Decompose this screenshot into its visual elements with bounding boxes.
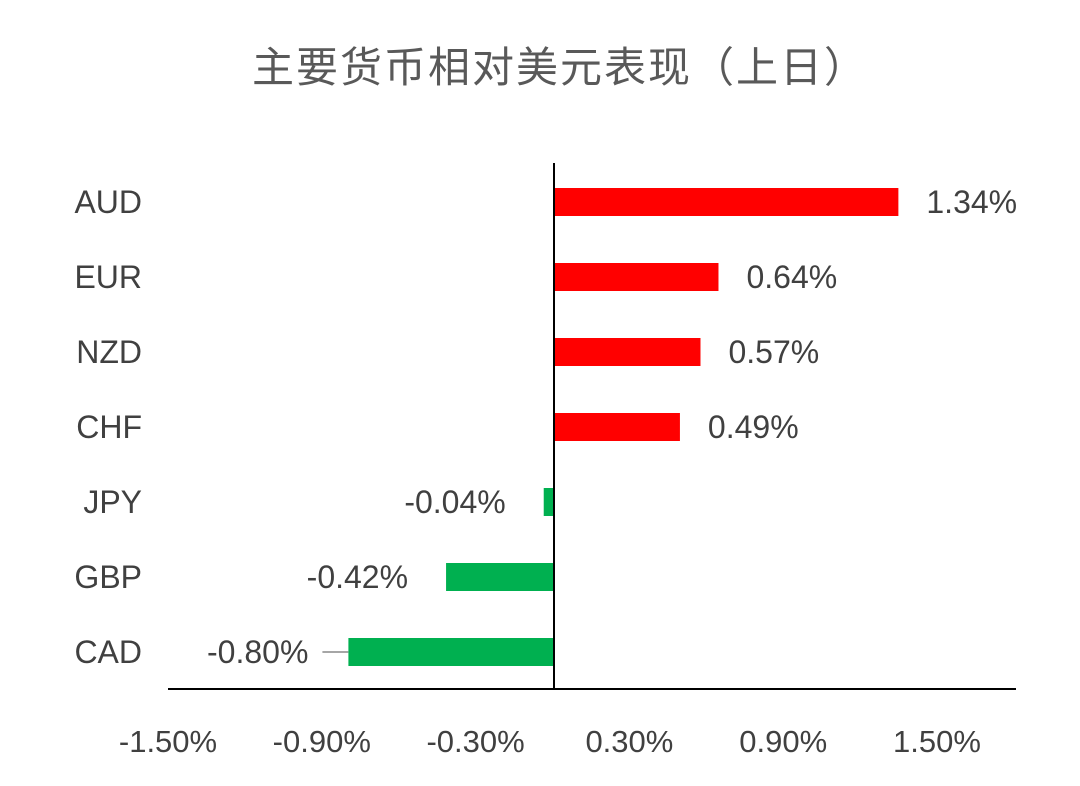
category-label: NZD xyxy=(76,334,142,370)
category-label: CHF xyxy=(76,409,142,445)
category-label: GBP xyxy=(74,559,142,595)
bar-jpy xyxy=(543,488,554,516)
data-label: 0.57% xyxy=(728,334,819,370)
x-tick-label: 1.50% xyxy=(893,724,981,759)
bar-aud xyxy=(554,188,899,216)
x-tick-label: -0.30% xyxy=(426,724,524,759)
x-tick-label: 0.90% xyxy=(739,724,827,759)
category-label: JPY xyxy=(83,484,142,520)
data-label: 0.49% xyxy=(708,409,799,445)
bar-chf xyxy=(554,413,680,441)
chart-title: 主要货币相对美元表现（上日） xyxy=(251,43,868,92)
x-tick-label: 0.30% xyxy=(585,724,673,759)
category-label: EUR xyxy=(74,259,142,295)
data-label: 0.64% xyxy=(746,259,837,295)
x-tick-label: -1.50% xyxy=(119,724,217,759)
data-label: -0.04% xyxy=(404,484,505,520)
data-label: 1.34% xyxy=(926,184,1017,220)
bar-gbp xyxy=(446,563,554,591)
x-tick-label: -0.90% xyxy=(273,724,371,759)
bar-cad xyxy=(348,638,554,666)
category-label: CAD xyxy=(74,634,142,670)
data-label: -0.42% xyxy=(307,559,408,595)
bar-eur xyxy=(554,263,719,291)
category-label: AUD xyxy=(74,184,142,220)
data-label: -0.80% xyxy=(207,634,308,670)
bar-nzd xyxy=(554,338,701,366)
